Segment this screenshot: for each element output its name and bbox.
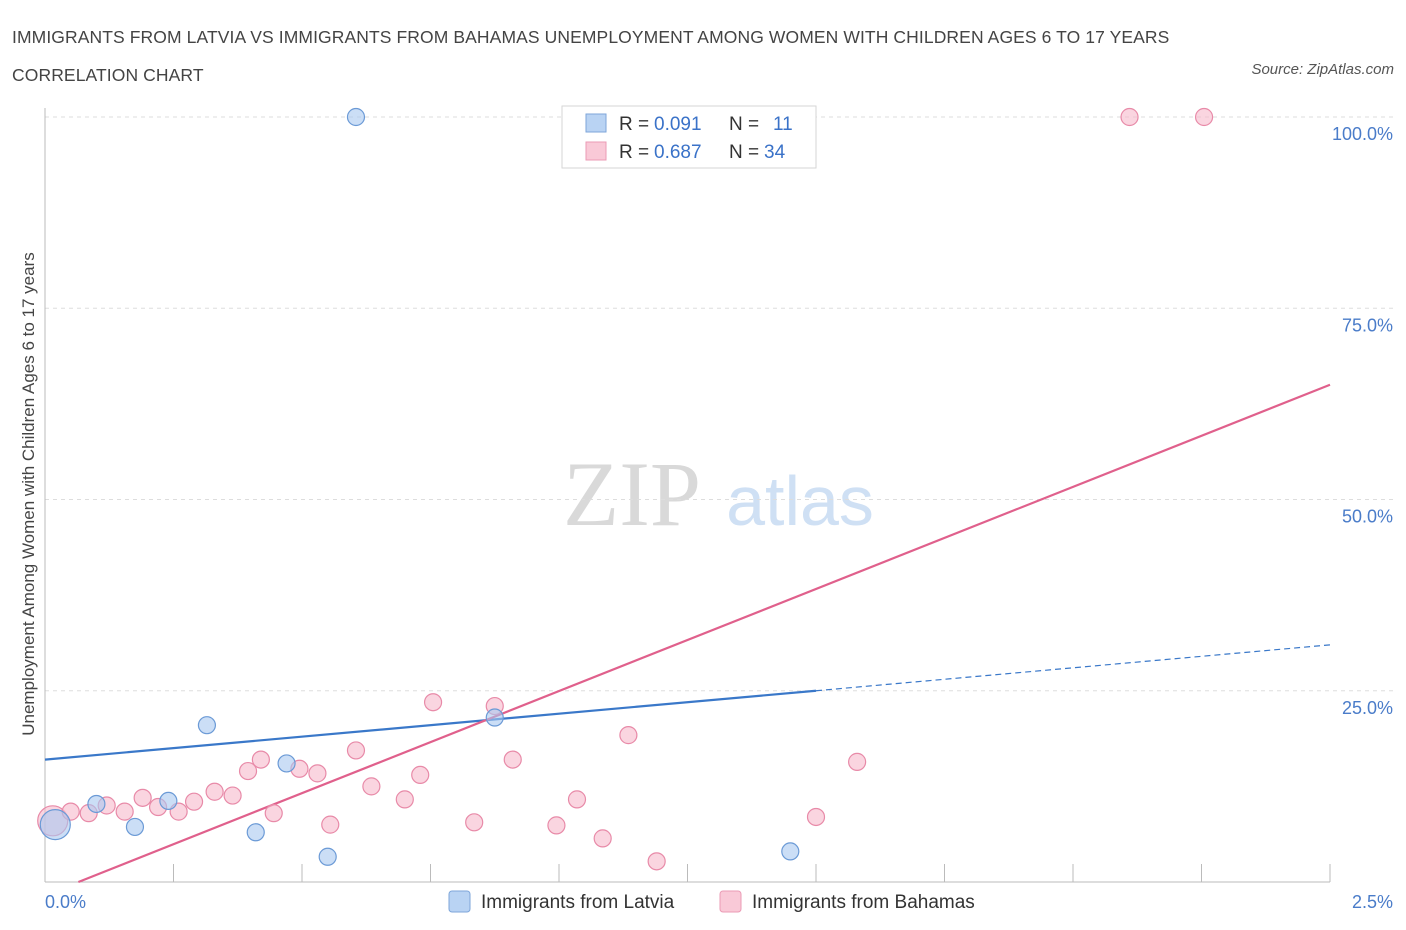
bottom-legend-swatch-bahamas	[719, 890, 742, 913]
point-latvia	[197, 716, 217, 735]
point-bahamas	[567, 790, 587, 809]
x-ticks	[173, 864, 1331, 882]
legend-swatch-latvia	[585, 113, 607, 133]
trend-line-latvia	[44, 689, 817, 761]
point-bahamas	[205, 782, 224, 801]
legend-n-label-latvia: N =	[729, 114, 759, 135]
bottom-legend-label-bahamas: Immigrants from Bahamas	[752, 892, 975, 913]
legend-box: R = 0.091 N = 11 R = 0.687 N = 34	[561, 105, 817, 169]
point-bahamas	[465, 813, 484, 832]
source-label: Source: ZipAtlas.com	[1251, 61, 1394, 78]
y-axis-label: Unemployment Among Women with Children A…	[19, 252, 38, 736]
legend-r-value-bahamas: 0.687	[654, 142, 702, 163]
legend-swatch-bahamas	[585, 141, 607, 161]
legend-r-value-latvia: 0.091	[654, 114, 702, 135]
point-bahamas	[184, 792, 204, 811]
legend-n-value-latvia: 11	[773, 114, 793, 135]
point-latvia	[87, 794, 106, 814]
point-bahamas	[321, 815, 340, 834]
point-bahamas	[362, 777, 381, 796]
point-bahamas	[115, 802, 134, 821]
point-bahamas	[593, 829, 612, 848]
watermark-atlas: atlas	[726, 462, 874, 540]
point-bahamas	[848, 752, 867, 771]
point-bahamas	[411, 765, 430, 785]
point-latvia	[485, 708, 504, 727]
y-tick-label-25: 25.0%	[1342, 698, 1393, 718]
bottom-legend: Immigrants from Latvia Immigrants from B…	[448, 890, 975, 913]
trend-line-latvia-extension	[815, 644, 1331, 692]
point-bahamas	[223, 786, 242, 805]
point-bahamas	[503, 750, 522, 769]
point-latvia	[318, 847, 337, 866]
y-tick-label-75: 75.0%	[1342, 315, 1393, 335]
legend-r-label-latvia: R =	[619, 114, 649, 135]
point-latvia	[246, 823, 265, 842]
legend-n-value-bahamas: 34	[764, 142, 786, 163]
legend-r-label-bahamas: R =	[619, 142, 649, 163]
point-bahamas	[806, 807, 826, 827]
x-tick-label-max: 2.5%	[1352, 892, 1393, 912]
x-tick-label-min: 0.0%	[45, 892, 86, 912]
y-tick-label-50: 50.0%	[1342, 507, 1393, 527]
legend-n-label-bahamas: N =	[729, 142, 759, 163]
point-bahamas	[133, 788, 152, 807]
bottom-legend-label-latvia: Immigrants from Latvia	[481, 892, 675, 913]
trend-line-bahamas	[78, 383, 1331, 884]
point-latvia	[781, 842, 800, 861]
data-points	[37, 107, 1214, 871]
chart-title: IMMIGRANTS FROM LATVIA VS IMMIGRANTS FRO…	[12, 27, 1170, 85]
point-bahamas	[238, 761, 258, 781]
point-bahamas	[1194, 107, 1214, 127]
point-bahamas	[547, 816, 566, 835]
point-bahamas	[647, 852, 666, 871]
point-latvia	[39, 809, 71, 841]
point-bahamas	[346, 741, 366, 760]
point-bahamas	[1120, 107, 1139, 127]
point-latvia	[125, 817, 145, 837]
point-latvia	[277, 754, 296, 773]
point-bahamas	[251, 750, 270, 769]
grid-lines	[45, 116, 1393, 692]
point-bahamas	[395, 790, 414, 809]
point-latvia	[346, 107, 366, 127]
point-bahamas	[423, 693, 443, 712]
trend-lines	[44, 383, 1331, 884]
point-latvia	[159, 791, 178, 811]
bottom-legend-swatch-latvia	[448, 890, 471, 913]
y-tick-labels: 25.0% 50.0% 75.0% 100.0%	[1332, 124, 1393, 718]
point-bahamas	[264, 804, 283, 823]
point-bahamas	[308, 764, 327, 783]
y-tick-label-100: 100.0%	[1332, 124, 1393, 144]
watermark-zip: ZIP	[563, 443, 701, 545]
point-bahamas	[619, 726, 638, 745]
